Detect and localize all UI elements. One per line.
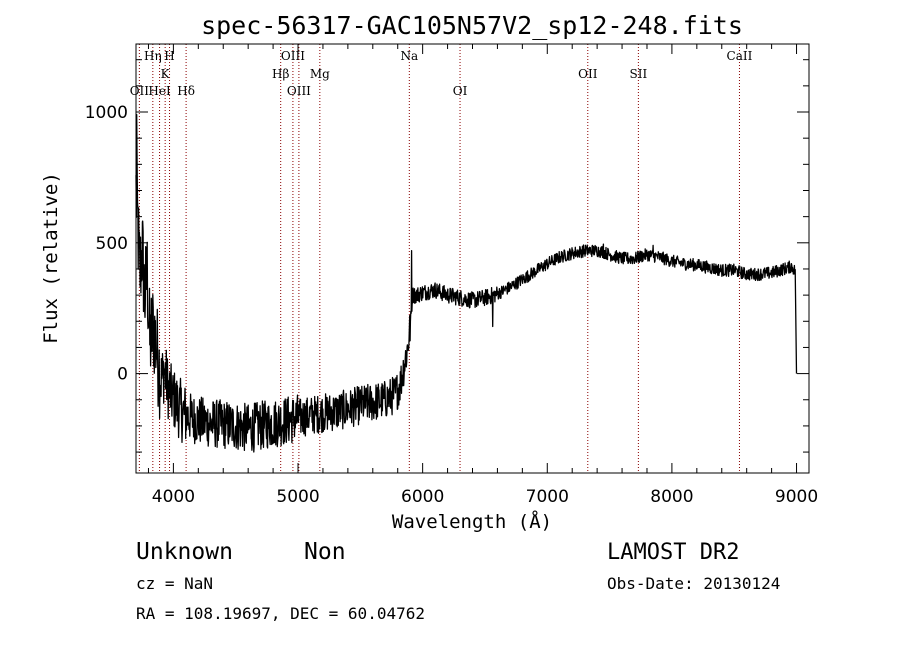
y-tick-label: 500: [96, 234, 128, 254]
spectral-line-label: CaII: [727, 49, 753, 63]
spectrum-line: [135, 113, 798, 453]
spectral-line-label: Hδ: [177, 84, 195, 98]
spectral-line-label: OIII: [281, 49, 305, 63]
survey-label: LAMOST DR2: [607, 540, 739, 565]
x-axis-title: Wavelength (Å): [392, 510, 552, 533]
spectral-line-label: Hβ: [272, 67, 289, 81]
spectral-line-label: SII: [630, 67, 648, 81]
x-tick-label: 9000: [775, 487, 818, 507]
spectral-line-label: Hη: [144, 49, 162, 63]
spectral-line-label: HeI: [148, 84, 171, 98]
x-axis-ticks: 4000 5000 6000 7000 8000 9000: [147, 44, 818, 507]
spectral-line-label: OI: [453, 84, 468, 98]
y-tick-label: 0: [117, 365, 128, 385]
y-axis-title: Flux (relative): [40, 172, 62, 344]
object-subclass: Non: [304, 539, 346, 565]
spectral-line-markers: OII Hη HeI KH Hδ Hβ OIII OIII Mg Na OI OII SII CaII: [130, 44, 753, 473]
spectral-line-label: Mg: [310, 67, 330, 81]
x-tick-label: 6000: [401, 487, 444, 507]
object-info: Unknown Non cz = NaN RA = 108.19697, DEC…: [136, 539, 780, 623]
obs-date: Obs-Date: 20130124: [607, 574, 780, 593]
y-tick-label: 1000: [85, 103, 128, 123]
spectral-line-label: Na: [400, 49, 418, 63]
spectral-line-label: OIII: [287, 84, 311, 98]
object-class: Unknown: [136, 539, 233, 565]
x-tick-label: 5000: [276, 487, 319, 507]
x-tick-label: 8000: [650, 487, 693, 507]
spectral-line-label: OII: [130, 84, 150, 98]
y-axis-ticks: 0 500 1000: [85, 59, 809, 453]
redshift-readout: cz = NaN: [136, 574, 213, 593]
x-tick-label: 7000: [526, 487, 569, 507]
spectral-line-label: K: [161, 67, 171, 81]
x-tick-label: 4000: [152, 487, 195, 507]
chart-title: spec-56317-GAC105N57V2_sp12-248.fits: [201, 11, 743, 40]
spectrum-series: [135, 113, 798, 453]
coordinates-readout: RA = 108.19697, DEC = 60.04762: [136, 604, 425, 623]
spectral-line-label: OII: [578, 67, 598, 81]
spectral-line-label: H: [164, 49, 174, 63]
